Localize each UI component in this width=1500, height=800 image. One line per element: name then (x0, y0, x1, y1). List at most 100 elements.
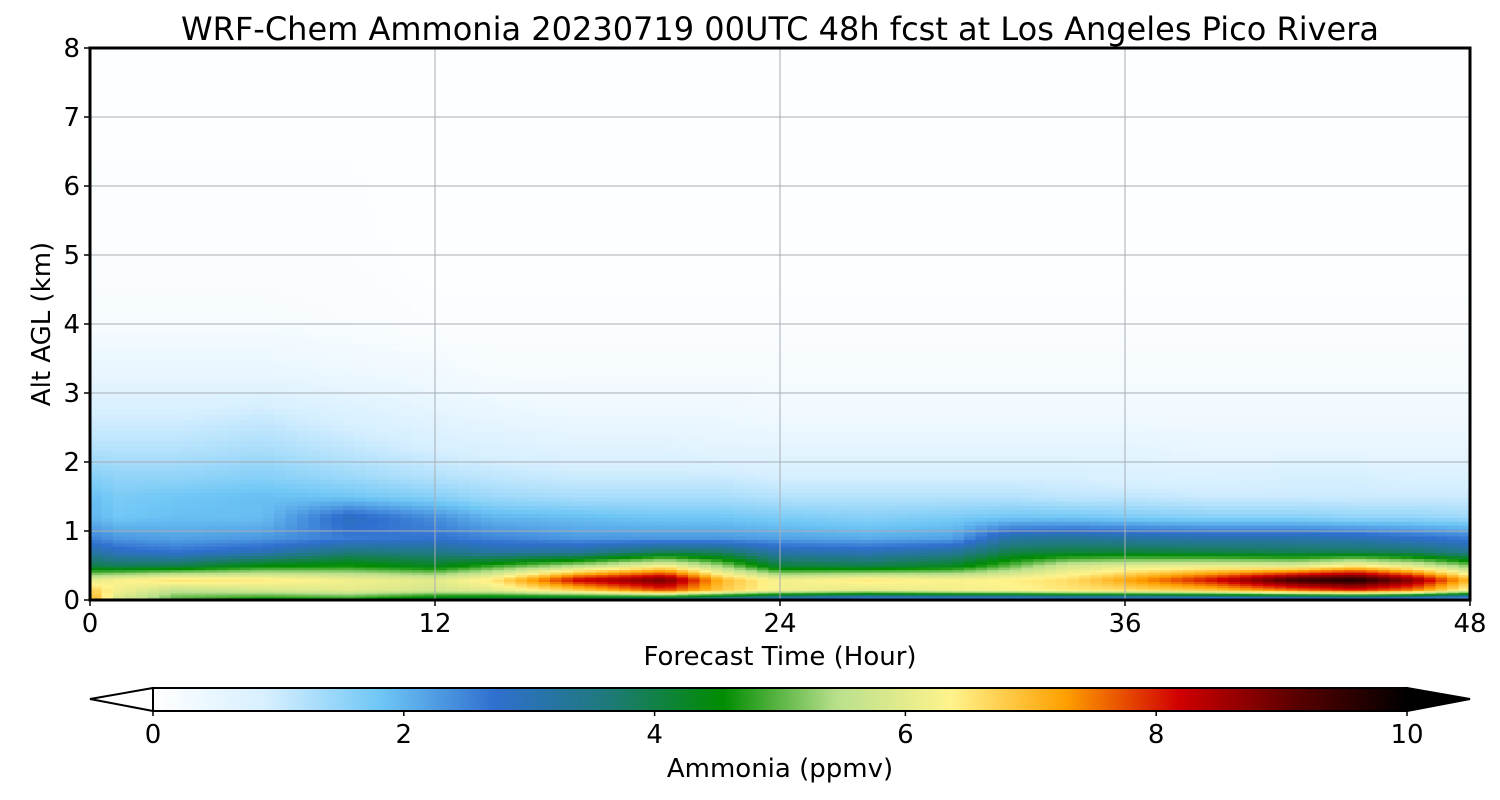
heatmap-cell (1102, 585, 1115, 588)
heatmap-cell (527, 572, 540, 576)
heatmap-cell (527, 509, 540, 514)
heatmap-cell (1240, 509, 1253, 514)
heatmap-cell (1148, 496, 1161, 502)
heatmap-cell (1113, 555, 1126, 560)
heatmap-cell (1320, 569, 1333, 573)
heatmap-cell (331, 587, 344, 590)
heatmap-cell (239, 509, 252, 514)
heatmap-cell (1056, 572, 1069, 576)
heatmap-cell (458, 492, 471, 498)
heatmap-cell (458, 593, 471, 596)
heatmap-cell (377, 552, 390, 557)
heatmap-cell (630, 564, 643, 568)
heatmap-cell (722, 555, 735, 560)
heatmap-cell (1263, 596, 1276, 598)
heatmap-cell (734, 572, 747, 576)
heatmap-cell (883, 579, 896, 582)
heatmap-cell (780, 588, 793, 592)
heatmap-cell (837, 542, 850, 547)
heatmap-cell (469, 590, 482, 593)
heatmap-cell (469, 569, 482, 573)
heatmap-cell (1286, 569, 1299, 573)
heatmap-cell (849, 581, 862, 585)
heatmap-cell (665, 535, 678, 540)
heatmap-cell (745, 521, 758, 526)
heatmap-cell (883, 552, 896, 557)
heatmap-cell (331, 590, 344, 593)
heatmap-cell (918, 587, 931, 590)
heatmap-cell (653, 521, 666, 526)
heatmap-cell (711, 593, 724, 596)
heatmap-cell (1056, 566, 1069, 571)
heatmap-cell (159, 585, 172, 588)
heatmap-cell (584, 593, 597, 596)
heatmap-cell (1136, 549, 1149, 554)
heatmap-cell (1366, 539, 1379, 544)
heatmap-cell (918, 535, 931, 540)
heatmap-cell (1320, 558, 1333, 563)
heatmap-cell (354, 590, 367, 593)
heatmap-cell (170, 597, 183, 599)
heatmap-cell (1263, 572, 1276, 576)
heatmap-cell (607, 552, 620, 557)
heatmap-cell (699, 525, 712, 530)
heatmap-cell (1159, 532, 1172, 537)
heatmap-cell (1044, 566, 1057, 571)
heatmap-cell (1309, 521, 1322, 526)
heatmap-cell (239, 596, 252, 598)
heatmap-cell (1401, 542, 1414, 547)
heatmap-cell (860, 572, 873, 576)
heatmap-cell (216, 505, 229, 510)
heatmap-cell (941, 579, 954, 582)
heatmap-cell (1435, 542, 1448, 547)
heatmap-cell (803, 555, 816, 560)
heatmap-cell (872, 539, 885, 544)
heatmap-cell (1067, 513, 1080, 518)
heatmap-cell (458, 517, 471, 522)
heatmap-cell (1389, 596, 1402, 598)
heatmap-cell (343, 517, 356, 522)
heatmap-cell (1320, 576, 1333, 580)
heatmap-cell (1297, 594, 1310, 597)
heatmap-cell (676, 492, 689, 498)
heatmap-cell (170, 587, 183, 590)
heatmap-cell (1309, 561, 1322, 565)
heatmap-cell (435, 546, 448, 550)
heatmap-cell (1366, 525, 1379, 530)
heatmap-cell (193, 590, 206, 593)
heatmap-cell (1056, 496, 1069, 502)
heatmap-cell (791, 505, 804, 510)
heatmap-cell (170, 564, 183, 568)
heatmap-cell (446, 594, 459, 597)
heatmap-cell (906, 579, 919, 582)
heatmap-cell (423, 501, 436, 506)
heatmap-cell (527, 569, 540, 573)
heatmap-cell (791, 594, 804, 597)
heatmap-cell (113, 572, 126, 576)
heatmap-cell (331, 597, 344, 599)
heatmap-cell (814, 555, 827, 560)
heatmap-cell (1412, 594, 1425, 597)
heatmap-cell (607, 558, 620, 563)
heatmap-cell (918, 592, 931, 595)
heatmap-cell (1401, 525, 1414, 530)
heatmap-cell (1240, 566, 1253, 571)
heatmap-cell (665, 588, 678, 592)
heatmap-cell (584, 590, 597, 593)
heatmap-cell (975, 596, 988, 598)
heatmap-cell (699, 590, 712, 593)
heatmap-cell (182, 597, 195, 599)
heatmap-cell (124, 546, 137, 550)
heatmap-cell (1332, 525, 1345, 530)
heatmap-cell (630, 492, 643, 498)
heatmap-cell (665, 558, 678, 563)
heatmap-cell (159, 521, 172, 526)
heatmap-cell (630, 539, 643, 544)
heatmap-cell (147, 587, 160, 590)
heatmap-cell (1389, 581, 1402, 585)
heatmap-cell (1067, 585, 1080, 588)
heatmap-cell (676, 590, 689, 593)
heatmap-cell (1355, 539, 1368, 544)
heatmap-cell (159, 596, 172, 598)
heatmap-cell (895, 505, 908, 510)
